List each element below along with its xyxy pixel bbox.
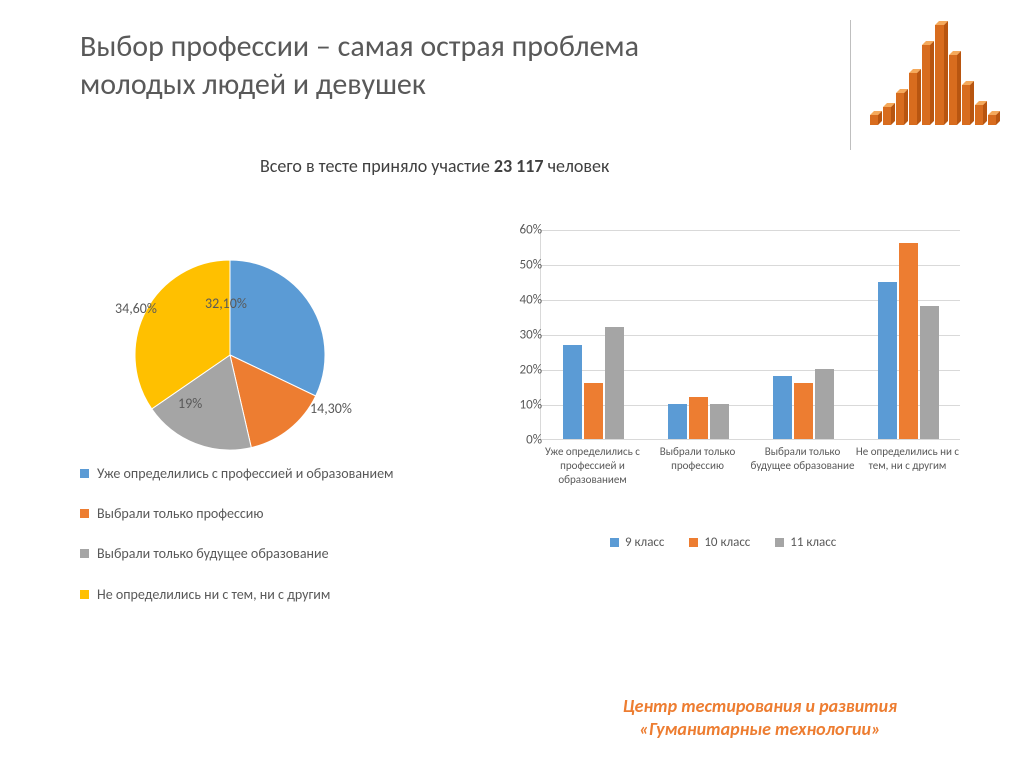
bar <box>668 404 687 439</box>
footer-line1: Центр тестирования и развития <box>550 695 970 718</box>
bar-group <box>668 397 729 439</box>
bar <box>878 282 897 440</box>
bar-group <box>878 243 939 439</box>
page-title: Выбор профессии – самая острая проблема … <box>80 28 700 103</box>
pie-legend-item: Выбрали только будущее образование <box>80 545 440 563</box>
pie-chart <box>100 225 360 485</box>
legend-swatch <box>689 538 698 547</box>
y-tick-label: 40% <box>520 293 542 308</box>
x-category-label: Не определились ни с тем, ни с другим <box>855 445 960 473</box>
bar <box>584 383 603 439</box>
bar-legend: 9 класс 10 класс 11 класс <box>610 535 836 550</box>
legend-swatch <box>80 549 89 558</box>
subtitle-suffix: человек <box>544 155 610 177</box>
pie-slice-label: 34,60% <box>115 300 157 317</box>
footer-line2: «Гуманитарные технологии» <box>550 718 970 741</box>
legend-label: 10 класс <box>704 535 750 550</box>
y-tick-label: 50% <box>520 258 542 273</box>
legend-label: 9 класс <box>625 535 664 550</box>
footer-credit: Центр тестирования и развития «Гуманитар… <box>550 695 970 742</box>
pie-slice-label: 14,30% <box>310 400 352 417</box>
subtitle-prefix: Всего в тесте приняло участие <box>260 155 494 177</box>
bar <box>689 397 708 439</box>
bar-group <box>773 369 834 439</box>
pie-legend-item: Выбрали только профессию <box>80 505 440 523</box>
pie-legend-item: Уже определились с профессией и образова… <box>80 465 440 483</box>
y-tick-label: 10% <box>520 398 542 413</box>
legend-swatch <box>80 509 89 518</box>
bar <box>605 327 624 439</box>
y-tick-label: 20% <box>520 363 542 378</box>
bar-legend-item: 9 класс <box>610 535 664 550</box>
pie-slice-label: 32,10% <box>205 295 247 312</box>
pie-legend: Уже определились с профессией и образова… <box>80 465 440 626</box>
legend-label: 11 класс <box>790 535 836 550</box>
y-tick-label: 30% <box>520 328 542 343</box>
bar-chart-icon <box>865 15 1000 130</box>
bar <box>815 369 834 439</box>
bar <box>563 345 582 440</box>
bar-group <box>563 327 624 439</box>
gridline <box>541 230 960 231</box>
legend-label: Выбрали только профессию <box>97 505 263 523</box>
subtitle: Всего в тесте приняло участие 23 117 чел… <box>260 155 609 177</box>
legend-swatch <box>80 590 89 599</box>
legend-swatch <box>775 538 784 547</box>
y-tick-label: 60% <box>520 223 542 238</box>
pie-legend-item: Не определились ни с тем, ни с другим <box>80 586 440 604</box>
bar <box>794 383 813 439</box>
x-category-label: Выбрали только профессию <box>645 445 750 473</box>
bar <box>899 243 918 439</box>
bar-chart: 0%10%20%30%40%50%60% Уже определились с … <box>495 220 970 580</box>
bar-legend-item: 10 класс <box>689 535 750 550</box>
x-category-label: Выбрали только будущее образование <box>750 445 855 473</box>
legend-swatch <box>80 469 89 478</box>
legend-swatch <box>610 538 619 547</box>
bar-plot-area <box>540 230 960 440</box>
x-category-label: Уже определились с профессией и образова… <box>540 445 645 486</box>
bar <box>710 404 729 439</box>
legend-label: Не определились ни с тем, ни с другим <box>97 586 330 604</box>
bar <box>920 306 939 439</box>
bar-legend-item: 11 класс <box>775 535 836 550</box>
subtitle-count: 23 117 <box>494 155 544 177</box>
legend-label: Выбрали только будущее образование <box>97 545 329 563</box>
legend-label: Уже определились с профессией и образова… <box>97 465 393 483</box>
bar <box>773 376 792 439</box>
pie-slice-label: 19% <box>178 395 202 412</box>
header-divider <box>850 20 851 150</box>
